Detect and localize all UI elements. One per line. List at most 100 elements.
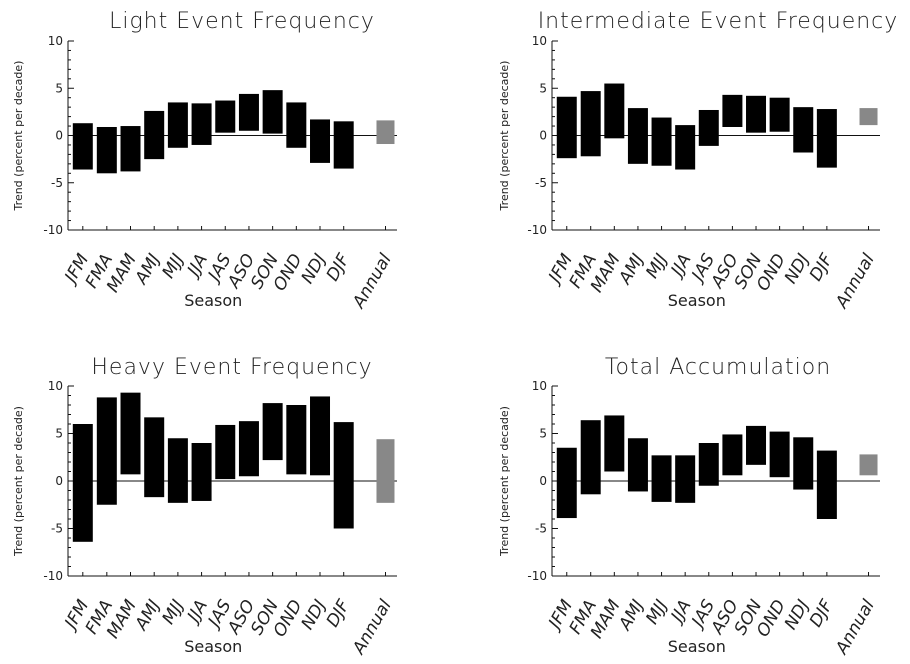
- bar-jja: [191, 443, 212, 501]
- y-tick-label: 5: [55, 427, 63, 441]
- bar-djf: [333, 121, 354, 169]
- bar-mjj: [651, 455, 672, 502]
- bar-jfm: [556, 96, 577, 159]
- y-tick-label: -5: [51, 176, 63, 190]
- y-tick-label: 0: [55, 129, 63, 143]
- bar-jfm: [556, 447, 577, 519]
- bar-jas: [698, 109, 719, 146]
- bar-djf: [816, 450, 837, 519]
- y-tick-label: 0: [539, 129, 547, 143]
- x-axis-label: Season: [668, 637, 726, 656]
- bar-fma: [96, 397, 117, 505]
- bar-amj: [144, 110, 165, 160]
- y-tick-label: -10: [527, 223, 547, 237]
- x-tick-label: Annual: [831, 596, 879, 658]
- y-tick-label: 10: [532, 34, 547, 48]
- bar-son: [746, 95, 767, 133]
- bar-fma: [580, 91, 601, 157]
- y-axis-label: Trend (percent per decade): [498, 406, 511, 557]
- bar-mjj: [651, 117, 672, 166]
- y-tick-label: 10: [48, 34, 63, 48]
- x-tick-label: MJJ: [159, 597, 189, 628]
- bar-jja: [675, 455, 696, 503]
- bar-ndj: [310, 119, 331, 163]
- y-axis-label: Trend (percent per decade): [12, 406, 25, 557]
- y-tick-label: 0: [539, 474, 547, 488]
- x-tick-label: MJJ: [642, 597, 672, 628]
- bar-aso: [722, 434, 743, 476]
- bar-son: [262, 403, 283, 461]
- x-axis-label: Season: [184, 291, 242, 310]
- chart-title: Total Accumulation: [605, 355, 831, 380]
- bar-fma: [96, 126, 117, 174]
- bar-mam: [120, 126, 141, 172]
- x-tick-label: MJJ: [159, 251, 189, 282]
- bar-aso: [238, 421, 259, 477]
- bar-ndj: [793, 107, 814, 153]
- y-tick-label: -10: [43, 569, 63, 583]
- y-tick-label: 5: [539, 427, 547, 441]
- bar-ndj: [310, 396, 331, 476]
- bar-djf: [816, 109, 837, 168]
- bar-mjj: [167, 102, 188, 148]
- chart-title: Intermediate Event Frequency: [538, 9, 899, 34]
- y-tick-label: 0: [55, 474, 63, 488]
- bar-annual: [859, 108, 878, 126]
- bar-jja: [191, 103, 212, 145]
- bar-amj: [627, 438, 648, 492]
- chart-panel-intermediate-event-frequency: Intermediate Event Frequency -10 -5 0 5 10 Tre…: [498, 9, 899, 313]
- x-tick-label: JJA: [666, 251, 696, 282]
- bar-jas: [698, 443, 719, 486]
- y-tick-label: -5: [535, 522, 547, 536]
- chart-panel-heavy-event-frequency: Heavy Event Frequency -10 -5 0 5 10 Trend (per…: [12, 355, 397, 659]
- bar-ndj: [793, 437, 814, 490]
- y-tick-label: 5: [55, 81, 63, 95]
- bar-amj: [627, 108, 648, 164]
- x-tick-label: MJJ: [642, 251, 672, 282]
- y-tick-label: -10: [43, 223, 63, 237]
- bar-fma: [580, 420, 601, 495]
- y-tick-label: -5: [535, 176, 547, 190]
- y-axis-label: Trend (percent per decade): [12, 61, 25, 212]
- chart-title: Light Event Frequency: [109, 9, 375, 34]
- bar-annual: [376, 439, 395, 503]
- x-tick-label: DJF: [806, 250, 837, 284]
- x-tick-label: Annual: [831, 250, 879, 312]
- bar-aso: [238, 93, 259, 131]
- x-tick-label: JJA: [666, 597, 696, 628]
- x-tick-label: JJA: [182, 251, 212, 282]
- bar-jja: [675, 125, 696, 170]
- x-tick-label: Annual: [348, 250, 396, 312]
- x-axis-label: Season: [184, 637, 242, 656]
- bar-amj: [144, 417, 165, 498]
- bar-mam: [604, 83, 625, 139]
- bar-ond: [286, 102, 307, 148]
- bar-jfm: [72, 123, 93, 170]
- bar-djf: [333, 422, 354, 529]
- x-tick-label: DJF: [806, 596, 837, 630]
- x-tick-label: DJF: [323, 250, 354, 284]
- bar-mam: [120, 392, 141, 475]
- y-tick-label: 5: [539, 81, 547, 95]
- bar-mam: [604, 415, 625, 472]
- bar-mjj: [167, 438, 188, 503]
- bar-aso: [722, 94, 743, 127]
- y-tick-label: -5: [51, 522, 63, 536]
- y-tick-label: 10: [48, 379, 63, 393]
- bar-son: [262, 90, 283, 134]
- bar-annual: [859, 454, 878, 476]
- y-tick-label: -10: [527, 569, 547, 583]
- chart-title: Heavy Event Frequency: [91, 355, 372, 380]
- x-tick-label: JJA: [182, 597, 212, 628]
- bar-ond: [286, 405, 307, 475]
- bar-ond: [769, 431, 790, 478]
- chart-panel-total-accumulation: Total Accumulation -10 -5 0 5 10 Trend (percen…: [498, 355, 880, 659]
- bar-annual: [376, 120, 395, 145]
- chart-panel-light-event-frequency: Light Event Frequency -10 -5 0 5 10 Trend (per…: [12, 9, 397, 313]
- bar-son: [746, 425, 767, 465]
- bar-jas: [215, 424, 236, 480]
- y-tick-label: 10: [532, 379, 547, 393]
- y-axis-label: Trend (percent per decade): [498, 61, 511, 212]
- x-axis-label: Season: [668, 291, 726, 310]
